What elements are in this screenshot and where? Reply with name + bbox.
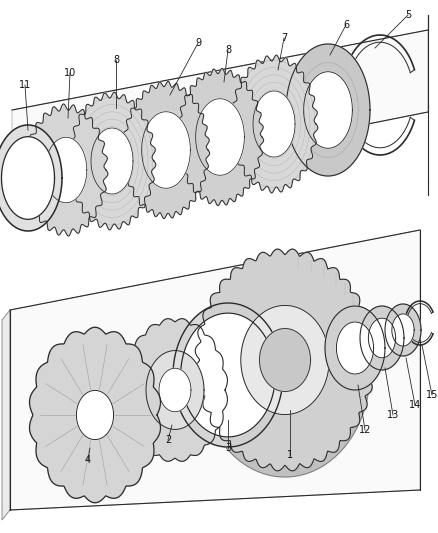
Polygon shape xyxy=(76,390,113,440)
Text: 10: 10 xyxy=(64,68,76,78)
Polygon shape xyxy=(177,68,264,206)
Polygon shape xyxy=(45,137,87,203)
Polygon shape xyxy=(259,328,311,392)
Polygon shape xyxy=(29,327,160,503)
Polygon shape xyxy=(2,310,10,520)
Polygon shape xyxy=(368,318,396,358)
Polygon shape xyxy=(10,230,420,510)
Polygon shape xyxy=(181,313,276,437)
Polygon shape xyxy=(253,91,295,157)
Polygon shape xyxy=(230,55,318,193)
Polygon shape xyxy=(141,112,191,188)
Text: 9: 9 xyxy=(195,38,201,48)
Polygon shape xyxy=(91,128,133,194)
Text: 15: 15 xyxy=(426,390,438,400)
Polygon shape xyxy=(24,104,108,236)
Polygon shape xyxy=(195,249,375,471)
Polygon shape xyxy=(123,319,227,462)
Polygon shape xyxy=(200,267,370,477)
Polygon shape xyxy=(12,30,428,195)
Text: 3: 3 xyxy=(225,443,231,453)
Text: 6: 6 xyxy=(343,20,349,30)
Text: 1: 1 xyxy=(287,450,293,460)
Polygon shape xyxy=(241,305,329,415)
Polygon shape xyxy=(385,304,421,356)
Text: 5: 5 xyxy=(405,10,411,20)
Polygon shape xyxy=(0,125,62,231)
Text: 12: 12 xyxy=(359,425,371,435)
Polygon shape xyxy=(304,72,352,148)
Polygon shape xyxy=(325,306,385,390)
Text: 4: 4 xyxy=(85,455,91,465)
Text: 13: 13 xyxy=(387,410,399,420)
Polygon shape xyxy=(68,92,156,230)
Polygon shape xyxy=(122,82,210,219)
Text: 8: 8 xyxy=(113,55,119,65)
Polygon shape xyxy=(360,306,404,370)
Text: 8: 8 xyxy=(225,45,231,55)
Polygon shape xyxy=(146,351,204,430)
Text: 14: 14 xyxy=(409,400,421,410)
Polygon shape xyxy=(159,368,191,412)
Text: 7: 7 xyxy=(281,33,287,43)
Text: 11: 11 xyxy=(19,80,31,90)
Polygon shape xyxy=(173,303,283,447)
Text: 2: 2 xyxy=(165,435,171,445)
Polygon shape xyxy=(336,322,374,374)
Polygon shape xyxy=(392,314,414,346)
Polygon shape xyxy=(1,136,54,220)
Polygon shape xyxy=(196,99,244,175)
Polygon shape xyxy=(286,44,370,176)
